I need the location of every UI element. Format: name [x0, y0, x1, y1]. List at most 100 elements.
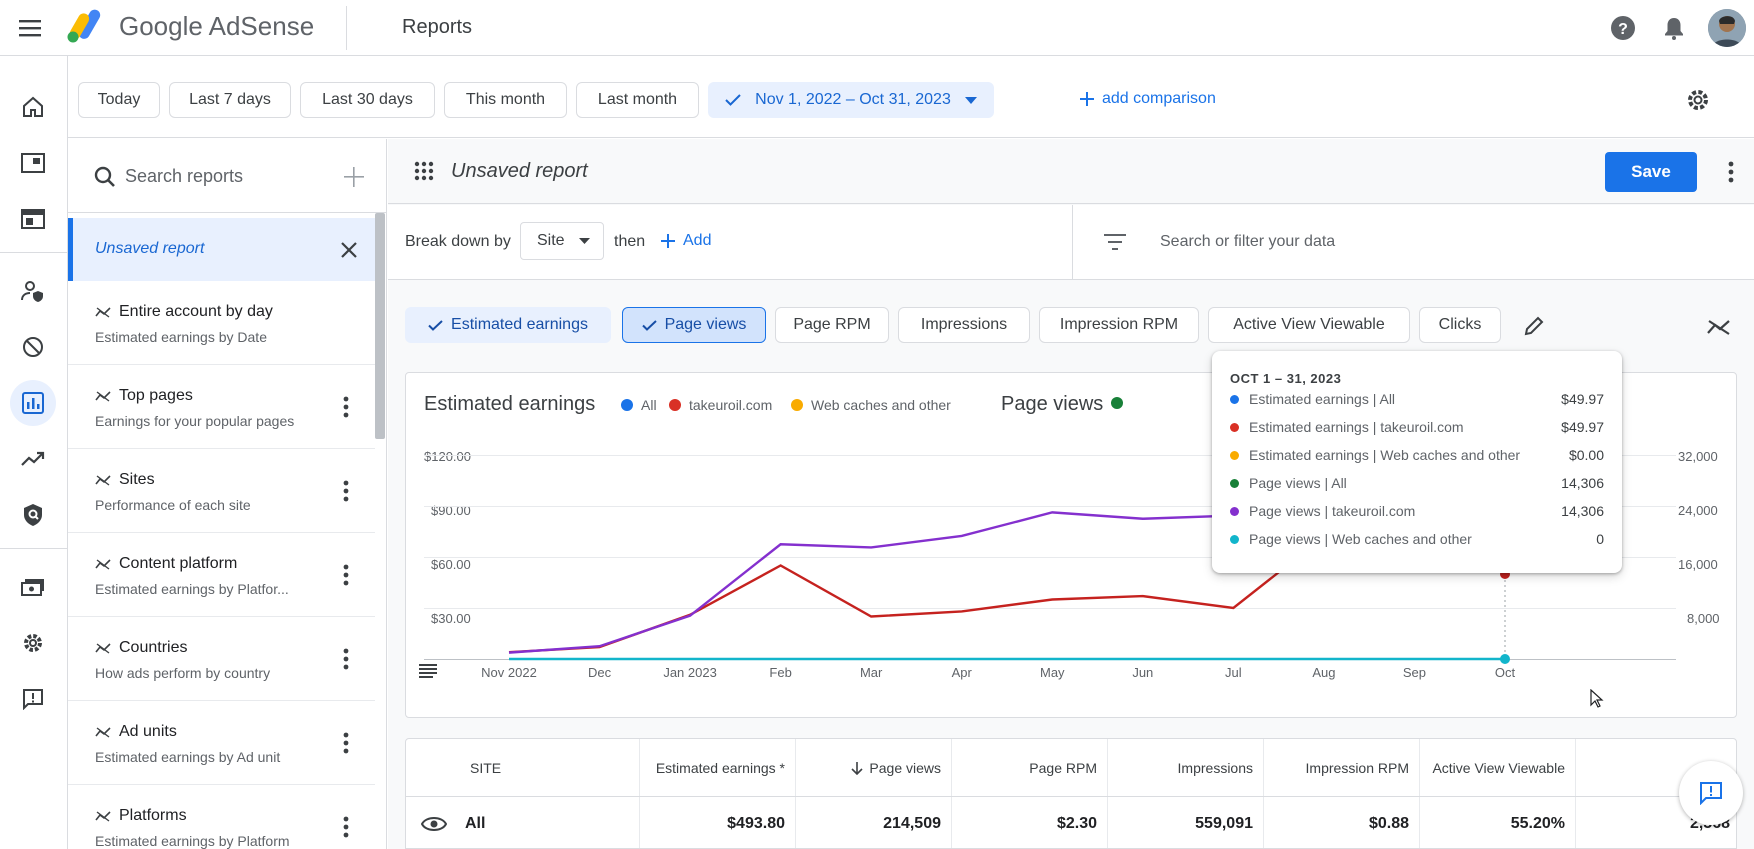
notifications-icon[interactable]	[1660, 14, 1688, 42]
optimization-icon[interactable]	[10, 436, 56, 482]
metric-chip[interactable]: Active View Viewable	[1208, 307, 1410, 343]
saved-report-title: Sites	[95, 471, 155, 489]
more-vert-icon[interactable]	[332, 477, 360, 505]
column-header-page-rpm[interactable]: Page RPM	[952, 739, 1108, 797]
column-header-impressions[interactable]: Impressions	[1108, 739, 1264, 797]
search-reports-input[interactable]: Search reports	[125, 166, 244, 186]
saved-report-item[interactable]: Platforms Estimated earnings by Platform	[68, 785, 375, 849]
saved-report-item[interactable]: Ad units Estimated earnings by Ad unit	[68, 701, 375, 785]
report-settings-icon[interactable]	[1684, 86, 1712, 114]
tooltip-swatch	[1230, 478, 1239, 488]
sparkline-icon	[95, 811, 111, 822]
column-header-page-views[interactable]: Page views	[796, 739, 952, 797]
saved-report-title: Entire account by day	[95, 303, 273, 321]
cell-impression-rpm: $0.88	[1264, 797, 1420, 848]
ads-icon[interactable]	[10, 140, 56, 186]
tooltip-label: Estimated earnings | takeuroil.com	[1249, 419, 1464, 435]
tooltip-row: Page views | takeuroil.com 14,306	[1230, 501, 1604, 521]
preset-this-month[interactable]: This month	[444, 82, 567, 118]
more-vert-icon[interactable]	[332, 813, 360, 841]
metric-chip[interactable]: Clicks	[1419, 307, 1501, 343]
preset-last-30-days[interactable]: Last 30 days	[300, 82, 435, 118]
save-button[interactable]: Save	[1605, 152, 1697, 192]
more-vert-icon[interactable]	[332, 393, 360, 421]
y-tick-left: $30.00	[431, 611, 471, 626]
close-icon[interactable]	[341, 242, 357, 258]
date-range-selector[interactable]: Nov 1, 2022 – Oct 31, 2023	[708, 82, 994, 118]
eye-icon[interactable]	[421, 816, 447, 832]
preset-last-7-days[interactable]: Last 7 days	[169, 82, 291, 118]
blocking-controls-icon[interactable]	[10, 324, 56, 370]
report-name[interactable]: Unsaved report	[451, 160, 588, 182]
current-report-item[interactable]: Unsaved report	[68, 218, 375, 281]
legend-swatch	[669, 399, 681, 411]
adsense-logo-icon	[66, 8, 106, 44]
more-vert-icon[interactable]	[332, 561, 360, 589]
payments-icon[interactable]	[10, 564, 56, 610]
feedback-icon	[1700, 782, 1722, 805]
home-icon[interactable]	[10, 84, 56, 130]
saved-report-item[interactable]: Content platform Estimated earnings by Pl…	[68, 533, 375, 617]
filter-icon[interactable]	[1104, 234, 1126, 250]
report-table: SITE Estimated earnings * Page views Pag…	[405, 738, 1737, 849]
svg-text:?: ?	[1618, 21, 1628, 38]
table-row: All	[406, 797, 640, 848]
feedback-button[interactable]	[1679, 761, 1743, 825]
add-breakdown-button[interactable]: Add	[661, 232, 711, 250]
column-header-site[interactable]: SITE	[406, 739, 640, 797]
more-vert-icon[interactable]	[332, 729, 360, 757]
metric-chip[interactable]: Page views	[622, 307, 766, 343]
page-title: Reports	[402, 16, 473, 38]
metric-chip[interactable]: Impressions	[898, 307, 1030, 343]
avatar[interactable]	[1708, 9, 1746, 47]
data-point[interactable]	[1500, 654, 1510, 664]
metric-chip[interactable]: Impression RPM	[1039, 307, 1199, 343]
saved-report-title-text: Sites	[119, 471, 155, 488]
saved-report-item[interactable]: Entire account by day Estimated earnings …	[68, 281, 375, 365]
column-header-impression-rpm[interactable]: Impression RPM	[1264, 739, 1420, 797]
feedback-icon[interactable]	[10, 676, 56, 722]
tooltip-label: Page views | takeuroil.com	[1249, 503, 1416, 519]
column-header-active-view[interactable]: Active View Viewable	[1420, 739, 1576, 797]
table-view-icon[interactable]	[419, 664, 437, 678]
chart-toggle-icon[interactable]	[1707, 319, 1731, 335]
legend-label: Web caches and other	[811, 397, 951, 413]
menu-icon[interactable]	[14, 12, 48, 44]
preset-last-month[interactable]: Last month	[576, 82, 699, 118]
help-icon[interactable]: ?	[1609, 14, 1637, 42]
filter-input[interactable]: Search or filter your data	[1160, 233, 1336, 250]
apps-grid-icon[interactable]	[414, 161, 434, 181]
tooltip-swatch	[1230, 450, 1239, 460]
sparkline-icon	[95, 559, 111, 570]
reports-icon[interactable]	[10, 380, 56, 426]
scrollbar[interactable]	[375, 213, 385, 439]
tooltip-swatch	[1230, 394, 1239, 404]
column-header-estimated-earnings[interactable]: Estimated earnings *	[640, 739, 796, 797]
add-comparison-button[interactable]: add comparison	[1080, 90, 1216, 108]
policy-center-icon[interactable]	[10, 492, 56, 538]
more-vert-icon[interactable]	[1728, 161, 1734, 183]
saved-report-item[interactable]: Countries How ads perform by country	[68, 617, 375, 701]
cell-page-views: 214,509	[796, 797, 952, 848]
metric-chip[interactable]: Estimated earnings	[405, 307, 611, 343]
rail-divider	[0, 548, 68, 549]
saved-report-title-text: Content platform	[119, 555, 238, 572]
saved-report-item[interactable]: Sites Performance of each site	[68, 449, 375, 533]
x-tick-label: Mar	[859, 665, 883, 680]
privacy-messaging-icon[interactable]	[10, 268, 56, 314]
cell-site: All	[465, 814, 486, 832]
more-vert-icon[interactable]	[332, 645, 360, 673]
settings-icon[interactable]	[10, 620, 56, 666]
tooltip-value: 14,306	[1561, 475, 1604, 491]
add-report-icon[interactable]	[344, 167, 364, 187]
metric-chip[interactable]: Page RPM	[775, 307, 889, 343]
saved-report-item[interactable]: Top pages Earnings for your popular pages	[68, 365, 375, 449]
edit-icon[interactable]	[1524, 316, 1544, 336]
sites-icon[interactable]	[10, 196, 56, 242]
arrow-down-icon	[851, 761, 863, 775]
preset-today[interactable]: Today	[78, 82, 160, 118]
breakdown-select[interactable]: Site	[520, 222, 604, 260]
report-header: Unsaved report Save	[388, 139, 1754, 204]
tooltip-header: OCT 1 – 31, 2023	[1230, 371, 1342, 386]
nav-rail	[0, 56, 68, 849]
